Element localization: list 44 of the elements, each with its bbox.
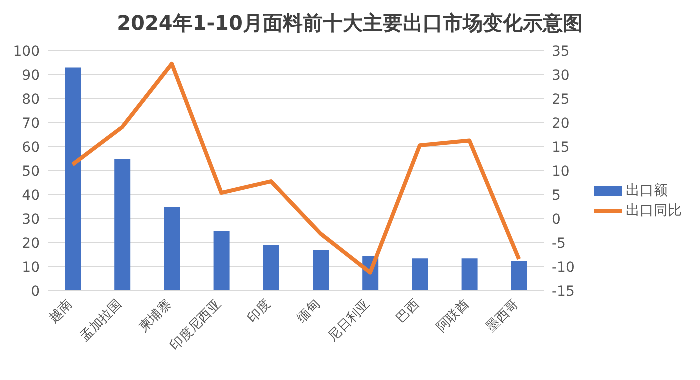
x-tick-label: 印度 xyxy=(244,296,274,326)
y-tick-label: 60 xyxy=(22,140,40,156)
y2-tick-label: 20 xyxy=(552,116,570,132)
y-tick-label: 20 xyxy=(22,236,40,252)
y2-tick-label: -5 xyxy=(552,236,566,252)
y-tick-label: 10 xyxy=(22,260,40,276)
x-tick-label: 缅甸 xyxy=(294,297,324,326)
y2-tick-label: 25 xyxy=(552,92,570,108)
y2-tick-label: -15 xyxy=(552,284,575,300)
y-tick-label: 40 xyxy=(22,188,40,204)
bar xyxy=(511,261,528,291)
x-tick-label: 孟加拉国 xyxy=(78,297,126,345)
chart-title: 2024年1-10月面料前十大主要出口市场变化示意图 xyxy=(116,10,584,37)
x-tick-label: 巴西 xyxy=(394,297,423,326)
x-tick-label: 柬埔寨 xyxy=(136,296,175,336)
y2-tick-label: 5 xyxy=(552,188,561,204)
x-tick-label: 越南 xyxy=(46,297,76,326)
bar xyxy=(114,159,131,291)
y-tick-label: 50 xyxy=(22,164,40,180)
bar xyxy=(164,207,180,291)
y-tick-label: 30 xyxy=(22,212,40,228)
y2-tick-label: 0 xyxy=(552,212,561,228)
y2-tick-label: 10 xyxy=(552,164,570,180)
bar xyxy=(313,250,329,291)
x-tick-label: 阿联酋 xyxy=(434,297,472,336)
y-tick-label: 100 xyxy=(13,44,40,60)
y-tick-label: 70 xyxy=(22,116,40,132)
y-tick-label: 0 xyxy=(31,284,40,300)
bar xyxy=(263,245,280,291)
y-tick-label: 90 xyxy=(22,68,40,84)
x-tick-label: 尼日利亚 xyxy=(326,297,374,345)
legend-label: 出口额 xyxy=(626,182,668,200)
y2-tick-label: 35 xyxy=(552,44,570,60)
legend-label: 出口同比 xyxy=(626,202,682,220)
y2-tick-label: 30 xyxy=(552,68,570,84)
bar xyxy=(462,258,478,291)
y-tick-label: 80 xyxy=(22,92,40,108)
y2-tick-label: 15 xyxy=(552,140,570,156)
y2-tick-label: -10 xyxy=(552,260,575,276)
bar xyxy=(65,68,81,291)
bar xyxy=(214,231,230,291)
x-tick-label: 墨西哥 xyxy=(484,297,522,336)
bar xyxy=(412,258,428,291)
line-series xyxy=(70,62,522,275)
